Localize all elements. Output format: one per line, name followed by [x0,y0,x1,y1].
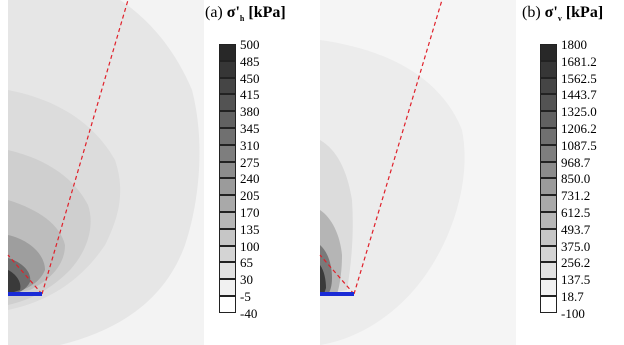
colorbar-tick-label: 493.7 [561,221,591,237]
colorbar-tick-label: 137.5 [561,272,591,288]
colorbar-cell [540,77,557,95]
colorbar-cell [219,60,236,78]
colorbar-tick-label: 850.0 [561,171,591,187]
colorbar-tick-label: 1206.2 [561,121,597,136]
colorbar-tick-label: 275 [240,154,260,170]
footing-b [320,292,354,296]
colorbar-cell [219,178,236,196]
colorbar-tick-label: 135 [240,221,260,237]
failure-line-b2 [319,254,355,295]
colorbar-cell [540,60,557,78]
colorbar-tick-label: 205 [240,188,260,204]
failure-line-a2 [7,254,43,295]
colorbar-tick-label: 380 [240,104,260,120]
colorbar-cell [219,279,236,296]
colorbar-tick-label: 731.2 [561,188,591,204]
colorbar-tick-label: 345 [240,121,260,136]
colorbar-tick-label: 18.7 [561,289,584,304]
colorbar-cell [219,228,236,246]
colorbar-cell [540,279,557,296]
colorbar-cell [219,195,236,212]
colorbar-cell [219,296,236,313]
colorbar-cell [540,94,557,112]
contour-plot-b [319,0,516,345]
panel-label-b: (b) σ'v [kPa] [522,4,604,24]
colorbar-tick-label: 30 [240,272,253,288]
colorbar-tick-label: 1800 [561,37,587,52]
colorbar-tick-label: 100 [240,238,260,254]
colorbar-cell [219,245,236,263]
colorbar-tick-label: 1443.7 [561,87,597,103]
colorbar-cell [219,212,236,229]
colorbar-tick-label: 500 [240,37,260,52]
colorbar-tick-label: 1562.5 [561,70,597,86]
colorbar-tick-label: 65 [240,255,253,271]
colorbar-cell [540,212,557,229]
colorbar-cell [540,195,557,212]
colorbar-cell [540,128,557,145]
colorbar-cell [540,262,557,280]
colorbar-tick-label: 256.2 [561,255,591,271]
colorbar-cell [540,161,557,179]
colorbar-cell [540,245,557,263]
colorbar-tick-label: 170 [240,205,260,220]
colorbar-tick-label: 1325.0 [561,104,597,120]
colorbar-tick-label: 1681.2 [561,53,597,69]
contour-band-a7 [8,270,21,294]
colorbar-tick-label: 415 [240,87,260,103]
contour-band-b1 [320,40,465,345]
colorbar-cell [219,111,236,128]
panel-a: (a) σ'h [kPa] 500 485 450 415 380 345 310 275 24… [7,0,286,345]
colorbar-cell [219,77,236,95]
colorbar-cell [540,296,557,313]
colorbar-cell [219,94,236,112]
colorbar-cell [219,128,236,145]
colorbar-cell [219,262,236,280]
failure-line-a1 [41,0,129,295]
failure-line-b1 [353,0,443,295]
contour-plot-a [7,0,204,345]
colorbar-cell [540,228,557,246]
colorbar-tick-label: -40 [240,305,258,321]
colorbar-cell [540,44,557,61]
colorbar-tick-label: 310 [240,137,260,153]
colorbar-tick-label: 1087.5 [561,137,597,153]
colorbar-tick-label: 375.0 [561,238,591,254]
colorbar-tick-label: 485 [240,53,260,69]
colorbar-tick-label: -100 [561,305,585,321]
colorbar-tick-label: 612.5 [561,205,591,220]
footing-a [8,292,42,296]
contour-band-b5 [320,265,326,294]
colorbar-cell [219,144,236,162]
colorbar-tick-label: 450 [240,70,260,86]
colorbar-tick-label: -5 [240,289,251,304]
colorbar-tick-label: 240 [240,171,260,187]
panel-label-a: (a) σ'h [kPa] [205,4,286,24]
colorbar-cell [219,161,236,179]
panel-b: (b) σ'v [kPa] 1800 1681.2 1562.5 1443.7 1325… [312,0,624,345]
colorbar-cell [540,178,557,196]
colorbar-cell [219,44,236,61]
colorbar-tick-label: 968.7 [561,154,591,170]
colorbar-cell [540,111,557,128]
colorbar-cell [540,144,557,162]
